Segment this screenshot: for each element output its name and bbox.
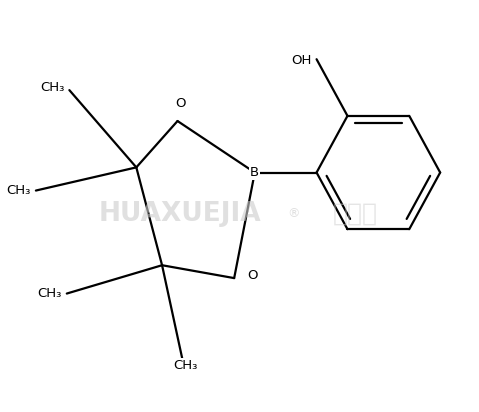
Text: CH₃: CH₃	[173, 359, 197, 372]
Text: CH₃: CH₃	[6, 184, 31, 197]
Text: CH₃: CH₃	[40, 81, 64, 94]
Text: ®: ®	[287, 207, 299, 220]
Text: 化学加: 化学加	[333, 202, 378, 226]
Text: HUAXUEJIA: HUAXUEJIA	[98, 201, 261, 227]
Text: OH: OH	[291, 54, 311, 67]
Text: B: B	[250, 166, 259, 179]
Text: O: O	[175, 97, 185, 110]
Text: CH₃: CH₃	[37, 287, 62, 300]
Text: O: O	[247, 269, 258, 282]
